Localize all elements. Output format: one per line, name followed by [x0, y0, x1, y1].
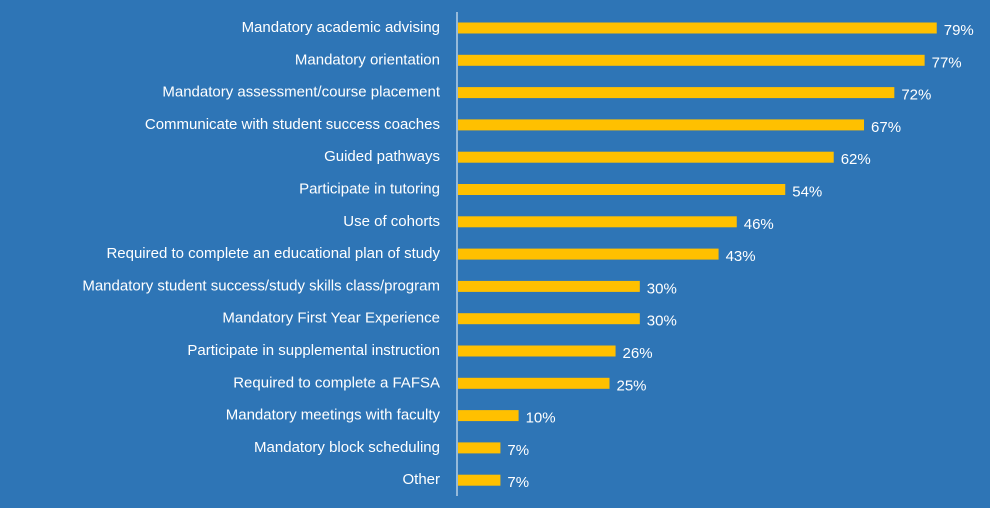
bar	[458, 151, 834, 163]
value-label: 26%	[623, 345, 653, 362]
bar	[458, 313, 640, 325]
category-label: Required to complete an educational plan…	[106, 245, 440, 262]
value-label: 25%	[617, 377, 647, 394]
value-labels: 79% 77%72%67%62% 54% 46% 43% 30% 30% 26% 25% 10% 7…	[507, 22, 973, 491]
category-label: Guided pathways	[324, 148, 440, 165]
category-label: Other	[402, 471, 440, 488]
value-label: 7%	[507, 442, 529, 459]
bar	[458, 54, 925, 66]
category-label: Mandatory First Year Experience	[222, 310, 440, 327]
category-labels: Mandatory academic advising Mandatory ori…	[82, 19, 440, 488]
category-label: Mandatory assessment/course placement	[162, 84, 440, 101]
bar	[458, 87, 895, 99]
bar	[458, 119, 865, 131]
bar	[458, 280, 640, 292]
value-label: 54%	[792, 183, 822, 200]
bar	[458, 248, 719, 260]
bar	[458, 442, 501, 454]
category-label: Communicate with student success coaches	[145, 116, 440, 133]
value-label: 79%	[944, 22, 974, 39]
category-label: Participate in tutoring	[299, 180, 440, 197]
bar	[458, 184, 786, 195]
bar	[458, 345, 616, 357]
value-label: 46%	[744, 216, 774, 233]
value-label: 77%	[932, 54, 962, 71]
value-label: 62%	[841, 151, 871, 168]
bar	[458, 474, 501, 486]
value-label: 30%	[647, 313, 677, 330]
category-label: Mandatory academic advising	[242, 19, 440, 36]
bar	[458, 22, 937, 34]
value-label: 43%	[726, 248, 756, 265]
bar	[458, 410, 519, 422]
category-label: Mandatory block scheduling	[254, 439, 440, 456]
category-label: Required to complete a FAFSA	[233, 374, 440, 391]
bar	[458, 377, 610, 389]
value-label: 72%	[901, 87, 931, 104]
category-label: Participate in supplemental instruction	[187, 342, 440, 359]
value-label: 7%	[507, 474, 529, 491]
value-label: 10%	[526, 410, 556, 427]
category-label: Mandatory student success/study skills c…	[82, 277, 440, 294]
category-label: Mandatory meetings with faculty	[226, 407, 441, 424]
bars	[458, 22, 937, 486]
bar	[458, 216, 737, 228]
category-label: Use of cohorts	[343, 213, 440, 230]
value-label: 67%	[871, 119, 901, 136]
category-label: Mandatory orientation	[295, 51, 440, 68]
value-label: 30%	[647, 280, 677, 297]
